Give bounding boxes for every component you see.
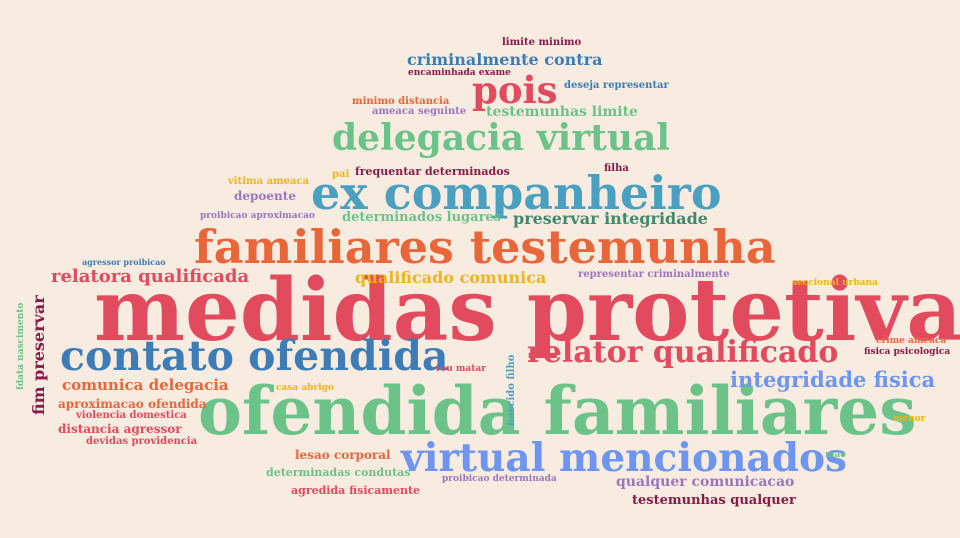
word-distancia-agressor: distancia agressor (58, 422, 182, 436)
word-preservar-integridade: preservar integridade (513, 209, 708, 228)
word-ameaca-seguinte: ameaca seguinte (372, 106, 467, 117)
word-menor: menor (893, 414, 926, 424)
word-frequentar-determinados: frequentar determinados (355, 165, 510, 178)
word-pois: pois (472, 68, 558, 112)
word-familiares-testemunha: familiares testemunha (194, 220, 776, 274)
word-proibicao-aproximacao: proibicao aproximacao (200, 211, 315, 221)
word-fim-preservar: fim preservar (29, 295, 48, 415)
word-mae: mae (825, 450, 847, 460)
word-testemunhas-qualquer: testemunhas qualquer (632, 493, 796, 508)
word-pai: pai (332, 169, 350, 180)
word-qualquer-comunicacao: qualquer comunicacao (616, 474, 795, 490)
word-seccional-urbana: seccional urbana (792, 278, 878, 288)
word-integridade-fisica: integridade fisica (730, 367, 936, 392)
word-encaminhada-exame: encaminhada exame (408, 68, 511, 78)
word-lesao-corporal: lesao corporal (295, 448, 391, 462)
word-delegacia-virtual: delegacia virtual (332, 117, 670, 159)
word-fisica-psicologica: fisica psicologica (864, 347, 951, 357)
word-limite-minimo: limite minimo (502, 37, 582, 48)
word-qualificado-comunica: qualificado comunica (355, 268, 547, 287)
word-crime-ameaca: crime ameaca (876, 336, 947, 346)
word-determinadas-condutas: determinadas condutas (266, 466, 411, 479)
word-ex-companheiro: ex companheiro (311, 166, 722, 220)
word-comunica-delegacia: comunica delegacia (62, 376, 229, 394)
word-virtual-mencionados: virtual mencionados (401, 435, 847, 481)
word-medidas-protetiva: medidas protetiva (94, 260, 960, 361)
word-violencia-domestica: violencia domestica (76, 410, 187, 421)
word-representar-criminalmente: representar criminalmente (578, 269, 730, 280)
word-casa-abrigo: casa abrigo (276, 383, 334, 393)
word-contato-ofendida: contato ofendida (60, 332, 449, 380)
word-aproximacao-ofendida: aproximacao ofendida (58, 397, 207, 411)
word-ofendida-familiares: ofendida familiares (198, 372, 917, 450)
word-proibicao-determinada: proibicao determinada (442, 474, 557, 484)
word-depoente: depoente (234, 189, 296, 203)
word-deseja-representar: deseja representar (564, 80, 669, 91)
word-filha: filha (604, 163, 629, 174)
word-minimo-distancia: minimo distancia (352, 96, 450, 107)
word-agredida-fisicamente: agredida fisicamente (291, 484, 421, 497)
word-relator-qualificado: relator qualificado (527, 335, 839, 370)
word-testemunhas-limite: testemunhas limite (486, 104, 638, 120)
word-agressor-proibicao: agressor proibicao (82, 257, 166, 267)
word-criminalmente-contra: criminalmente contra (407, 50, 603, 69)
word-nascido-filho: nascido filho (506, 354, 517, 426)
word-fdata-nascimento: fdata nascimento (16, 302, 26, 390)
word-relatora-qualificada: relatora qualificada (51, 266, 250, 287)
word-vou-matar: vou matar (435, 364, 486, 374)
word-vitima-ameaca: vitima ameaca (228, 176, 310, 187)
word-devidas-providencia: devidas providencia (86, 436, 198, 447)
word-determinados-lugares: determinados lugares (342, 210, 502, 225)
